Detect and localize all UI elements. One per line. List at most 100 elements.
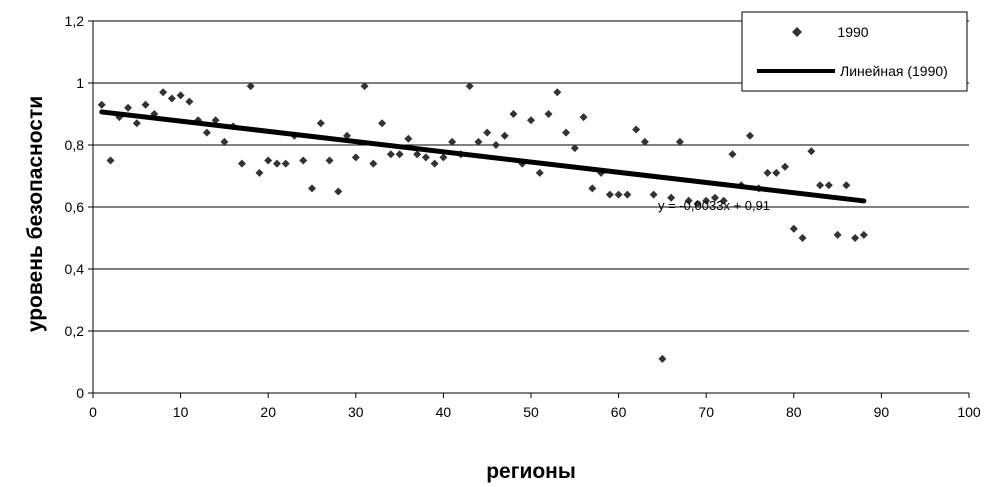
data-point-32 <box>378 119 387 128</box>
y-tick-label-0: 0 <box>76 385 84 401</box>
data-point-4 <box>132 119 141 128</box>
data-point-39 <box>439 153 448 162</box>
y-axis-title: уровень безопасности <box>24 96 47 332</box>
data-point-5 <box>141 100 150 109</box>
data-point-50 <box>535 168 544 177</box>
data-point-7 <box>159 88 168 97</box>
data-point-9 <box>176 91 185 100</box>
y-tick-label-4: 0,8 <box>65 137 85 153</box>
data-point-36 <box>413 150 422 159</box>
y-tick-label-2: 0,4 <box>65 261 85 277</box>
data-point-26 <box>325 156 334 165</box>
data-point-62 <box>640 137 649 146</box>
data-point-24 <box>308 184 316 193</box>
data-point-13 <box>211 116 220 125</box>
y-tick-label-1: 0,2 <box>65 323 85 339</box>
x-tick-label-9: 90 <box>874 404 890 420</box>
data-point-21 <box>281 159 290 168</box>
data-point-77 <box>772 168 781 177</box>
trendline-group: y = -0,0033x + 0,91 <box>99 109 867 213</box>
data-point-71 <box>719 196 728 205</box>
data-point-49 <box>527 116 535 125</box>
data-point-0 <box>97 100 106 109</box>
data-point-42 <box>465 82 474 91</box>
data-point-51 <box>544 110 553 118</box>
data-point-31 <box>369 159 378 168</box>
data-point-87 <box>859 230 868 239</box>
data-point-72 <box>728 150 737 159</box>
data-point-64 <box>658 354 667 363</box>
data-point-3 <box>124 103 133 112</box>
trendline <box>99 109 867 204</box>
x-tick-labels: 0 10 20 30 40 50 60 70 80 90 100 <box>89 404 981 420</box>
x-tick-label-1: 10 <box>173 404 189 420</box>
x-tick-label-2: 20 <box>260 404 276 420</box>
data-point-85 <box>842 181 851 190</box>
y-tick-label-6: 1,2 <box>65 13 85 29</box>
gridlines <box>93 20 969 332</box>
data-point-12 <box>202 128 211 137</box>
data-point-10 <box>185 97 194 106</box>
x-tick-label-3: 30 <box>348 404 364 420</box>
data-point-69 <box>702 196 711 205</box>
data-point-67 <box>684 196 693 205</box>
legend-label-1990: 1990 <box>837 24 868 40</box>
data-point-52 <box>553 88 562 97</box>
x-tick-label-10: 100 <box>957 404 981 420</box>
data-point-61 <box>632 125 641 134</box>
data-point-16 <box>237 159 246 168</box>
x-tick-label-5: 50 <box>523 404 539 420</box>
data-point-25 <box>316 119 325 128</box>
data-point-20 <box>272 159 281 168</box>
axes <box>88 20 970 398</box>
data-point-47 <box>509 110 518 118</box>
y-tick-label-5: 1 <box>76 75 84 91</box>
data-point-1 <box>106 156 115 165</box>
trendline-equation: y = -0,0033x + 0,91 <box>658 198 770 213</box>
y-tick-labels: 0 0,2 0,4 0,6 0,8 1 1,2 <box>65 13 85 401</box>
data-point-30 <box>360 82 369 91</box>
x-tick-label-6: 60 <box>611 404 627 420</box>
data-point-60 <box>623 190 632 199</box>
data-point-44 <box>483 128 492 137</box>
data-points <box>97 82 868 363</box>
data-point-59 <box>614 190 623 199</box>
legend-marker-1990 <box>792 27 802 37</box>
data-point-18 <box>255 168 264 177</box>
data-point-58 <box>605 190 614 199</box>
data-point-14 <box>220 137 229 146</box>
y-tick-label-3: 0,6 <box>65 199 85 215</box>
data-point-38 <box>430 159 439 168</box>
data-point-70 <box>710 193 719 202</box>
data-point-56 <box>588 184 597 193</box>
x-tick-label-0: 0 <box>89 404 97 420</box>
data-point-66 <box>675 137 684 146</box>
data-point-29 <box>351 153 360 162</box>
data-point-28 <box>343 131 352 140</box>
data-point-8 <box>167 94 176 103</box>
data-point-68 <box>693 199 702 208</box>
data-point-23 <box>299 156 308 165</box>
data-point-79 <box>789 224 798 233</box>
data-point-34 <box>395 150 404 159</box>
data-point-63 <box>649 190 658 199</box>
data-point-17 <box>246 82 255 91</box>
legend-label-trendline: Линейная (1990) <box>840 63 948 79</box>
data-point-55 <box>579 113 588 122</box>
data-point-33 <box>386 150 395 159</box>
data-point-82 <box>816 181 825 190</box>
data-point-53 <box>562 128 571 137</box>
x-axis-title: регионы <box>486 460 576 483</box>
legend-box <box>741 11 968 92</box>
data-point-35 <box>404 134 413 143</box>
data-point-46 <box>500 131 509 140</box>
data-point-45 <box>491 141 500 149</box>
data-point-54 <box>570 144 579 153</box>
x-tick-label-4: 40 <box>436 404 452 420</box>
data-point-19 <box>264 156 273 165</box>
data-point-84 <box>833 230 842 239</box>
data-point-27 <box>334 187 343 196</box>
data-point-43 <box>474 137 483 146</box>
data-point-86 <box>851 234 860 242</box>
